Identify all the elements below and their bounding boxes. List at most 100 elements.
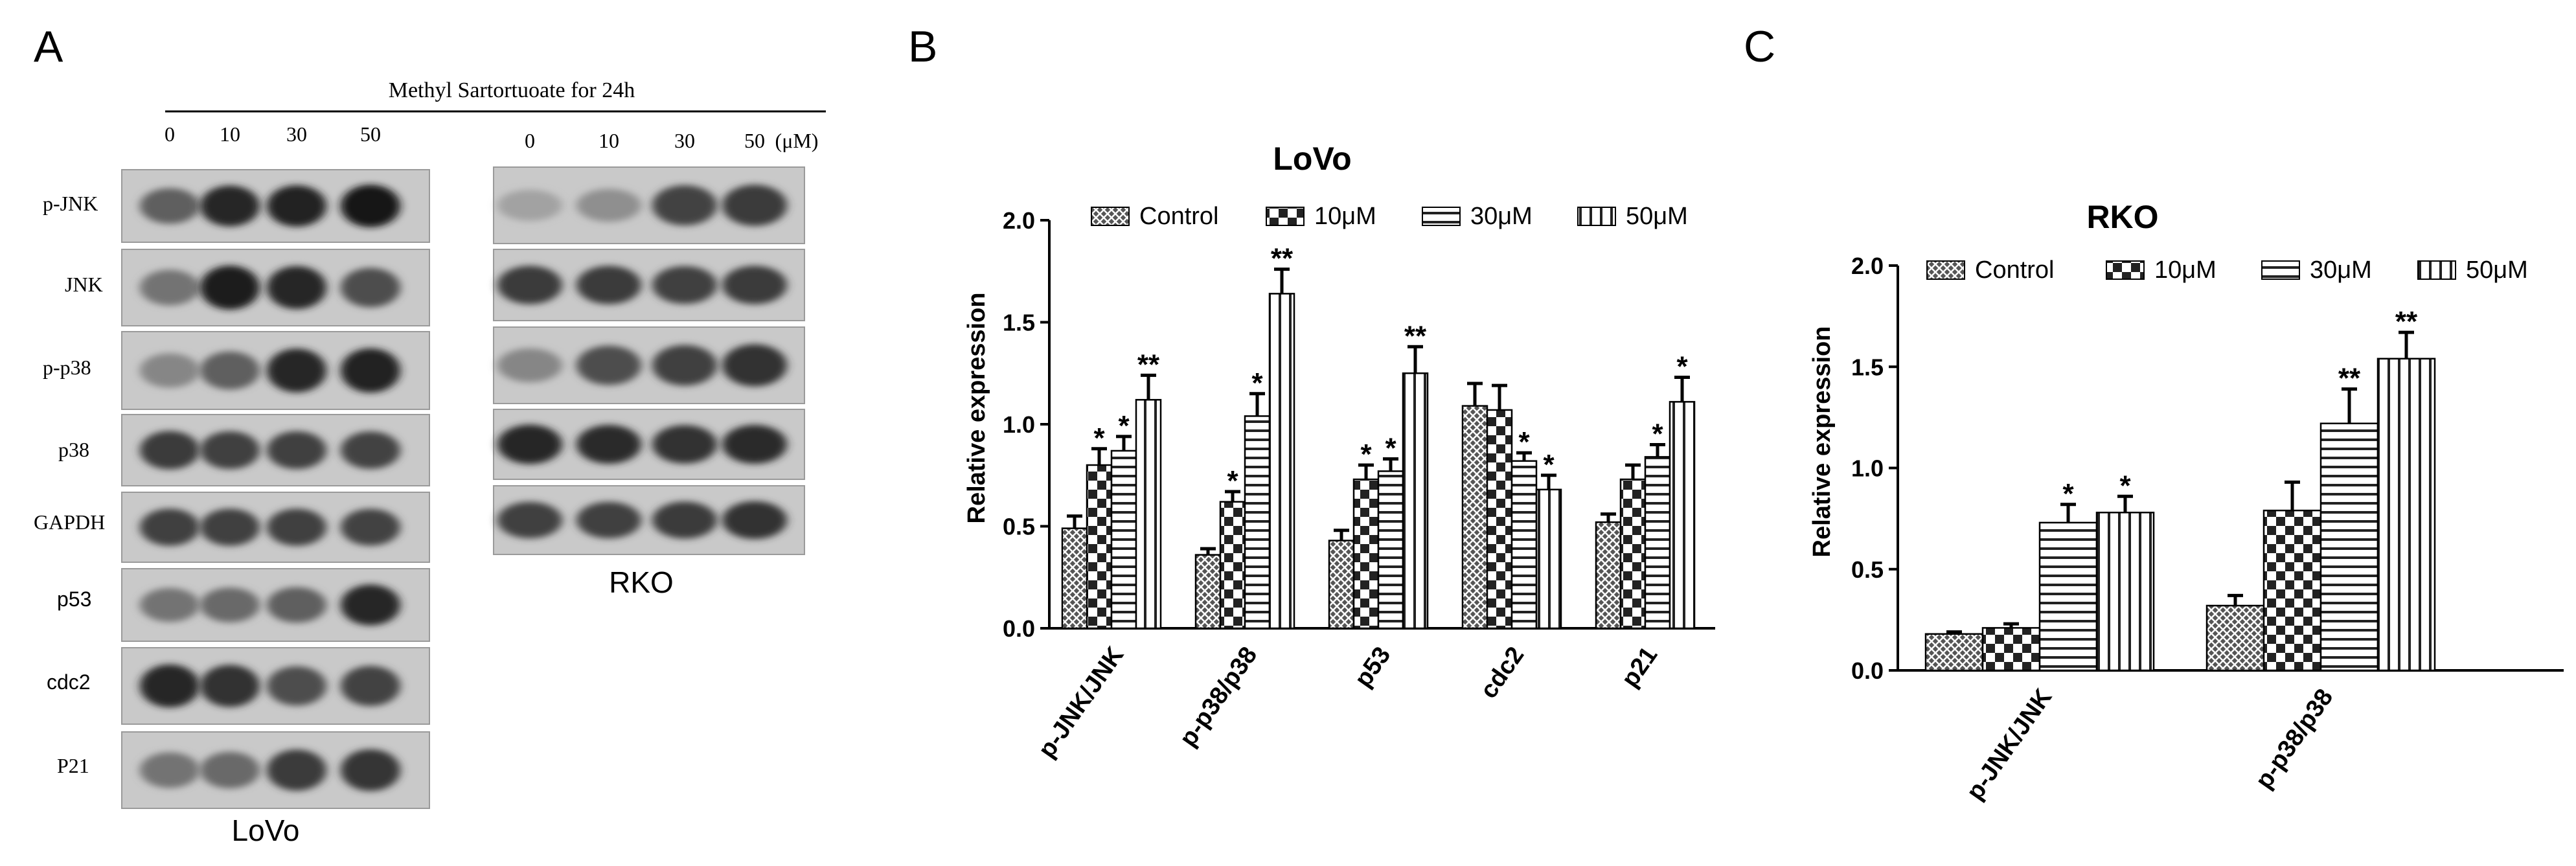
row-label-p-jnk: p-JNK xyxy=(43,192,98,215)
bar xyxy=(1061,527,1088,630)
lovo-dose-50: 50 xyxy=(360,122,381,146)
chart-b-title: LoVo xyxy=(1273,141,1351,177)
rko-band xyxy=(722,501,787,540)
rko-band xyxy=(497,501,562,539)
bar xyxy=(1377,470,1404,630)
lovo-band xyxy=(140,188,199,224)
lovo-band xyxy=(140,587,199,622)
row-label-p53: p53 xyxy=(57,587,91,611)
lovo-band xyxy=(200,185,260,227)
rko-dose-30: 30 xyxy=(674,129,695,152)
legend-label: Control xyxy=(1975,256,2055,284)
lovo-band xyxy=(341,268,400,308)
bar xyxy=(1110,450,1137,630)
lovo-band xyxy=(200,351,260,390)
significance-mark: * xyxy=(2119,470,2131,501)
lovo-band xyxy=(200,665,260,707)
lovo-strip-5 xyxy=(121,568,430,642)
significance-mark: * xyxy=(2062,478,2074,510)
y-tick-label: 0.5 xyxy=(1003,514,1035,540)
rko-band xyxy=(497,348,562,383)
significance-mark: * xyxy=(1385,433,1396,464)
bar xyxy=(2263,509,2322,672)
category-label: p-p38/p38 xyxy=(1174,642,1262,751)
rko-strip-2 xyxy=(493,326,805,404)
rko-band xyxy=(652,266,717,304)
treatment-label: Methyl Sartortuoate for 24h xyxy=(389,78,635,102)
legend-swatch xyxy=(1577,207,1616,226)
category-label: p-JNK/JNK xyxy=(1961,684,2058,805)
row-label-p-p38: p-p38 xyxy=(43,356,91,379)
panel-letter-a: A xyxy=(34,22,63,71)
lovo-band xyxy=(341,665,400,707)
significance-mark: ** xyxy=(1271,243,1294,275)
row-label-cdc2: cdc2 xyxy=(47,670,91,694)
rko-blot-strips xyxy=(493,166,805,555)
row-label-jnk: JNK xyxy=(65,273,103,296)
lovo-band xyxy=(200,508,260,546)
category-label: p21 xyxy=(1616,642,1663,692)
rko-band xyxy=(497,189,562,222)
lovo-strip-3 xyxy=(121,414,430,486)
bar xyxy=(2206,604,2265,672)
lovo-band xyxy=(140,752,199,788)
lovo-band xyxy=(267,666,326,706)
bar xyxy=(1510,460,1538,630)
legend-swatch xyxy=(1266,207,1305,226)
bar xyxy=(1244,415,1271,630)
lovo-dose-30: 30 xyxy=(286,122,307,146)
rko-band xyxy=(497,424,562,464)
legend-swatch xyxy=(1422,207,1461,226)
legend-label: 50μM xyxy=(2466,256,2528,284)
lovo-strip-6 xyxy=(121,647,430,725)
lovo-blot-strips xyxy=(121,169,430,809)
bar xyxy=(1219,501,1246,630)
row-label-p38: p38 xyxy=(58,438,89,461)
bar xyxy=(1981,627,2041,672)
rko-band xyxy=(652,425,717,464)
significance-mark: * xyxy=(1676,351,1688,383)
lovo-band xyxy=(341,584,400,626)
row-label-p21: P21 xyxy=(57,754,89,777)
rko-band xyxy=(576,188,641,222)
legend-label: 10μM xyxy=(2154,256,2217,284)
lovo-band xyxy=(341,431,400,470)
rko-band xyxy=(722,266,787,304)
rko-dose-0: 0 xyxy=(525,129,535,152)
bar xyxy=(1644,456,1671,630)
lovo-dose-0: 0 xyxy=(165,122,175,146)
lovo-band xyxy=(200,587,260,622)
chart-b-ylabel: Relative expression xyxy=(963,293,990,524)
chart-c-ylabel: Relative expression xyxy=(1808,326,1836,558)
legend-label: Control xyxy=(1139,203,1219,230)
rko-strip-1 xyxy=(493,249,805,321)
bar xyxy=(1461,405,1488,630)
lovo-dose-10: 10 xyxy=(220,122,240,146)
bar xyxy=(1924,633,1984,672)
legend-label: 30μM xyxy=(2310,256,2372,284)
bar xyxy=(2320,422,2379,672)
lovo-band xyxy=(140,508,199,546)
lovo-band xyxy=(200,266,260,310)
y-tick-label: 1.0 xyxy=(1003,411,1035,438)
significance-mark: ** xyxy=(1137,348,1160,380)
rko-label: RKO xyxy=(609,565,674,599)
legend-label: 50μM xyxy=(1626,203,1688,230)
y-tick-label: 1.5 xyxy=(1003,310,1035,336)
bar xyxy=(2038,521,2098,672)
lovo-band xyxy=(140,664,199,708)
lovo-band xyxy=(267,587,326,623)
lovo-band xyxy=(200,431,260,470)
row-label-gapdh: GAPDH xyxy=(34,510,105,534)
bar xyxy=(1135,398,1162,630)
significance-mark: * xyxy=(1251,367,1263,399)
rko-band xyxy=(722,344,787,387)
panel-letter-b: B xyxy=(908,22,937,71)
lovo-band xyxy=(267,185,326,227)
lovo-band xyxy=(267,348,326,393)
panel-a: A Methyl Sartortuoate for 24h 0 10 30 50… xyxy=(34,22,826,847)
lovo-band xyxy=(140,431,199,470)
category-label: p53 xyxy=(1349,642,1396,692)
rko-band xyxy=(652,501,717,539)
